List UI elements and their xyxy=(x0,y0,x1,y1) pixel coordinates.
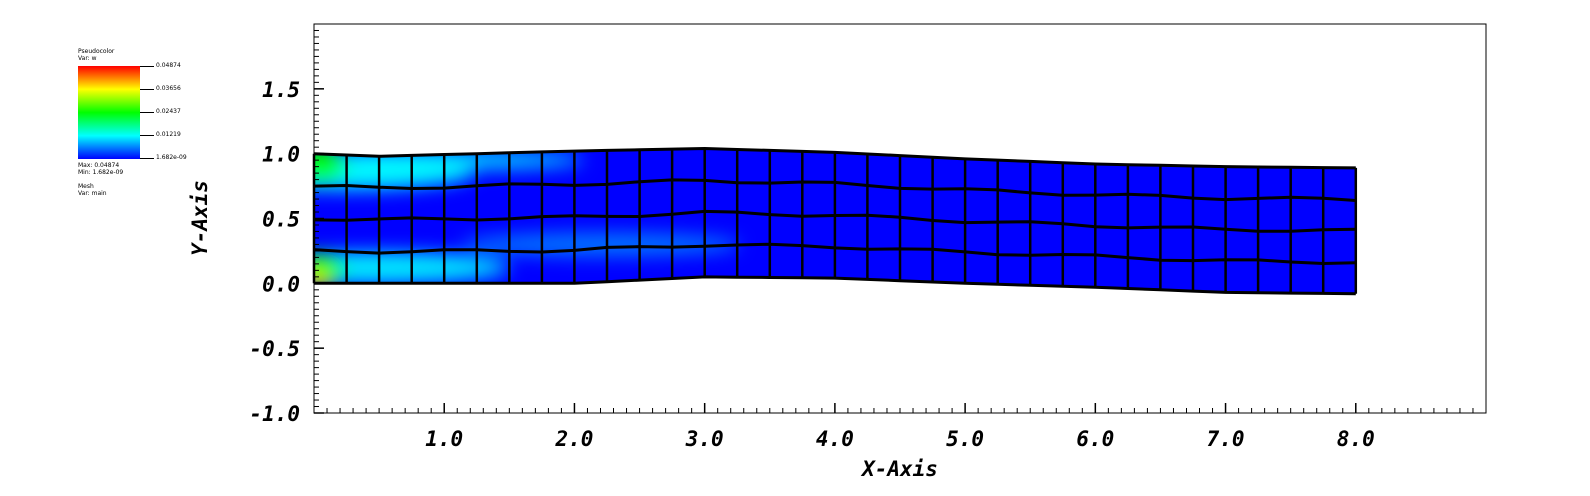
y-tick-label: 0.5 xyxy=(262,208,300,232)
colorbar-tick xyxy=(140,112,154,113)
field-blob xyxy=(460,232,741,257)
colorbar-label: 0.03656 xyxy=(156,85,181,92)
legend: Pseudocolor Var: w 0.04874 0.03656 0.024… xyxy=(0,0,240,220)
y-tick-label: 1.0 xyxy=(262,143,300,167)
y-tick-label: 1.5 xyxy=(262,78,300,102)
x-tick-label: 3.0 xyxy=(685,427,724,451)
colorbar-tick xyxy=(140,66,154,67)
colorbar-label: 0.04874 xyxy=(156,62,181,69)
field-blob xyxy=(314,252,344,289)
legend-mesh-title: Mesh xyxy=(78,183,94,190)
colorbar xyxy=(78,66,140,159)
y-ticks: -1.0 -0.5 0.0 0.5 1.0 1.5 xyxy=(249,78,324,426)
legend-min: Min: 1.682e-09 xyxy=(78,169,124,176)
colorbar-label: 0.01219 xyxy=(156,131,181,138)
x-tick-label: 6.0 xyxy=(1076,427,1114,451)
colorbar-tick xyxy=(140,89,154,90)
legend-max: Max: 0.04874 xyxy=(78,162,120,169)
colorbar-label: 1.682e-09 xyxy=(156,154,187,161)
x-axis-title: X-Axis xyxy=(860,457,938,481)
field-blob xyxy=(314,251,509,284)
minor-ticks xyxy=(314,29,1474,413)
legend-mesh-var: Var: main xyxy=(78,190,107,197)
x-tick-label: 7.0 xyxy=(1207,427,1245,451)
x-tick-label: 1.0 xyxy=(425,427,463,451)
x-tick-label: 4.0 xyxy=(816,427,854,451)
y-tick-label: 0.0 xyxy=(262,272,300,296)
x-tick-label: 2.0 xyxy=(554,427,593,451)
colorbar-tick xyxy=(140,158,154,159)
legend-var: Var: w xyxy=(78,55,97,62)
x-tick-label: 5.0 xyxy=(946,427,984,451)
y-axis-title: Y-Axis xyxy=(188,180,212,256)
x-ticks: 1.0 2.0 3.0 4.0 5.0 6.0 7.0 8.0 xyxy=(425,403,1375,451)
x-tick-label: 8.0 xyxy=(1337,427,1375,451)
colorbar-label: 0.02437 xyxy=(156,108,181,115)
mesh-lines xyxy=(312,147,1358,296)
legend-title: Pseudocolor xyxy=(78,48,115,55)
y-tick-label: -1.0 xyxy=(249,402,300,426)
y-tick-label: -0.5 xyxy=(249,337,300,361)
colorbar-tick xyxy=(140,135,154,136)
